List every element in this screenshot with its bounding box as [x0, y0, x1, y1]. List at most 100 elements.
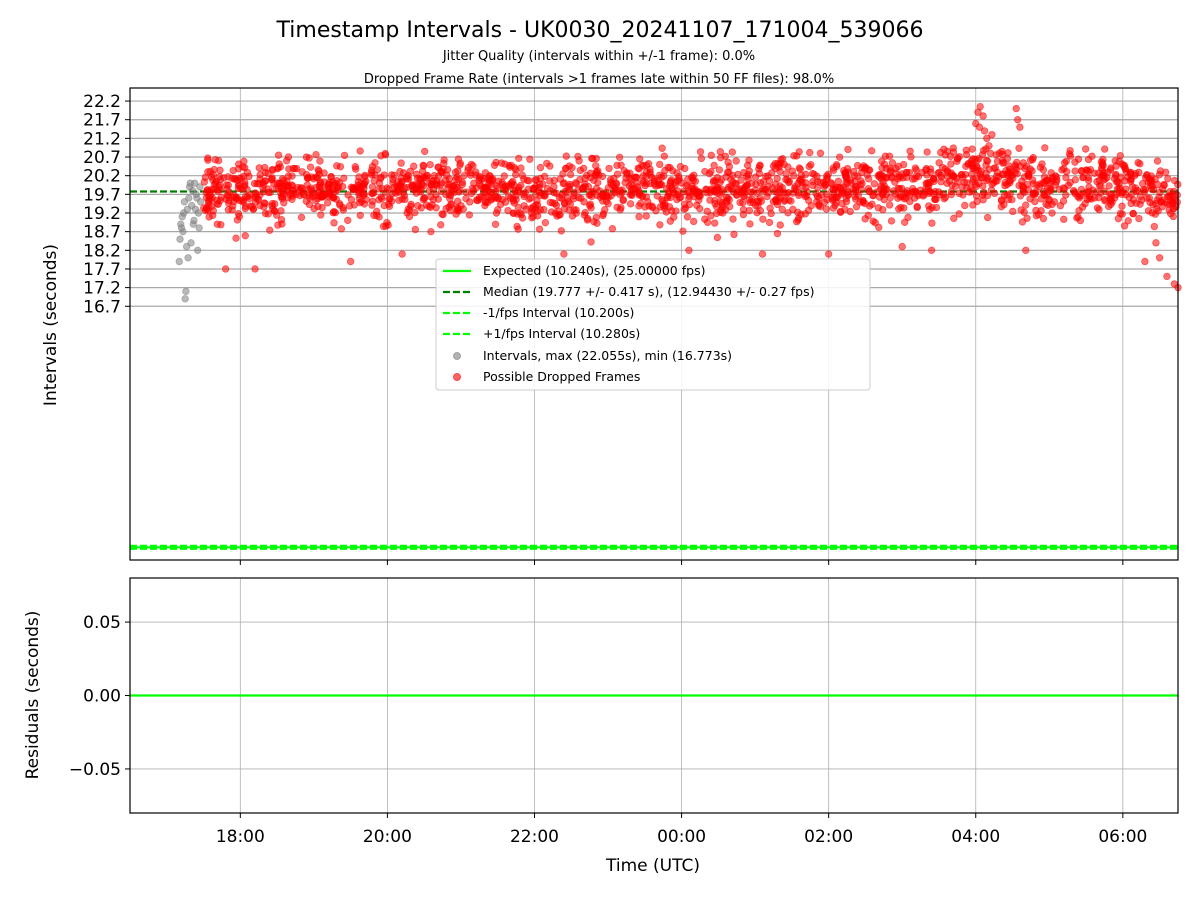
dropped-frame-point — [581, 174, 589, 183]
dropped-frame-point — [813, 192, 822, 201]
dropped-frame-point — [953, 157, 961, 165]
dropped-frame-point — [993, 177, 1001, 185]
dropped-frame-point — [988, 130, 996, 139]
dropped-frame-point — [1107, 164, 1115, 172]
dropped-frame-point — [1071, 158, 1079, 166]
dropped-frame-point — [223, 191, 232, 199]
dropped-frame-point — [1101, 145, 1109, 153]
x-tick-label: 02:00 — [804, 827, 853, 847]
dropped-frame-point — [1063, 167, 1071, 176]
dropped-frame-point — [368, 183, 377, 191]
dropped-frame-point — [604, 200, 612, 208]
dropped-frame-point — [485, 172, 494, 180]
interval-point — [181, 295, 189, 303]
dropped-frame-point — [1112, 170, 1120, 178]
dropped-frame-point — [443, 165, 452, 174]
dropped-frame-point — [852, 203, 861, 211]
dropped-frame-point — [305, 191, 314, 200]
dropped-frame-point — [490, 161, 499, 169]
dropped-frame-point — [1059, 197, 1068, 205]
dropped-frame-point — [401, 195, 409, 204]
dropped-frame-point — [724, 158, 732, 166]
dropped-frame-point — [969, 201, 977, 209]
dropped-frame-point — [790, 152, 798, 160]
legend-entry-minus-fps: -1/fps Interval (10.200s) — [443, 305, 634, 320]
dropped-frame-point — [395, 196, 403, 204]
legend-label-dropped: Possible Dropped Frames — [483, 369, 640, 384]
dropped-frame-point — [360, 179, 369, 187]
dropped-frame-point — [886, 168, 894, 176]
dropped-frame-point — [859, 196, 867, 205]
dropped-frame-point — [465, 211, 474, 219]
legend-label-expected: Expected (10.240s), (25.00000 fps) — [483, 263, 705, 278]
dropped-frame-point — [894, 194, 902, 202]
dropped-frame-point — [739, 210, 748, 219]
dropped-frame-point — [930, 175, 938, 183]
dropped-frame-point — [736, 198, 744, 207]
dropped-frame-point — [1031, 189, 1039, 197]
dropped-frame-point — [406, 167, 415, 175]
dropped-frame-point — [1142, 171, 1151, 180]
dropped-frame-point — [454, 188, 463, 196]
dropped-frame-point — [378, 194, 386, 203]
dropped-frame-point — [780, 188, 789, 197]
interval-point — [187, 239, 195, 247]
dropped-frame-point — [679, 227, 687, 235]
dropped-frame-point — [1026, 195, 1034, 203]
dropped-frame-point — [1082, 188, 1090, 196]
dropped-frame-point — [653, 192, 661, 200]
dropped-frame-point — [475, 193, 484, 202]
dropped-frame-point — [425, 186, 434, 195]
dropped-frame-point — [204, 156, 212, 164]
dropped-frame-point — [270, 207, 279, 215]
dropped-frame-point — [727, 175, 735, 184]
dropped-frame-point — [1029, 176, 1037, 184]
dropped-frame-point — [1167, 191, 1176, 199]
dropped-frame-point — [491, 220, 500, 228]
dropped-frame-point — [822, 205, 831, 213]
dropped-frame-point — [550, 183, 558, 191]
dropped-frame-point — [1084, 155, 1093, 164]
dropped-frame-point — [284, 172, 293, 180]
legend-entry-dropped: Possible Dropped Frames — [453, 369, 640, 384]
dropped-frame-point — [822, 175, 831, 184]
dropped-frame-point — [484, 198, 492, 206]
dropped-frame-point — [1039, 166, 1048, 174]
dropped-frame-point — [1117, 190, 1126, 198]
dropped-frame-point — [419, 182, 428, 190]
dropped-frame-point — [773, 200, 782, 209]
dropped-frame-point — [346, 257, 355, 266]
dropped-frame-point — [745, 206, 754, 215]
dropped-frame-point — [638, 193, 647, 201]
dropped-frame-point — [392, 189, 400, 197]
dropped-frame-point — [526, 194, 535, 202]
dropped-frame-point — [961, 170, 970, 179]
dropped-frame-point — [1116, 209, 1125, 218]
dropped-frame-point — [1003, 154, 1012, 163]
dropped-frame-point — [427, 192, 435, 201]
dropped-frame-point — [488, 180, 496, 189]
dropped-frame-point — [746, 198, 754, 207]
dropped-frame-point — [654, 181, 663, 190]
dropped-frame-point — [670, 213, 678, 221]
dropped-frame-point — [1071, 167, 1079, 175]
dropped-frame-point — [829, 166, 838, 174]
dropped-frame-point — [200, 178, 209, 186]
dropped-frame-point — [771, 180, 780, 189]
dropped-frame-point — [233, 216, 242, 224]
dropped-frame-point — [962, 146, 970, 154]
dropped-frame-point — [384, 221, 392, 229]
dropped-frame-point — [397, 174, 405, 182]
dropped-frame-point — [580, 198, 588, 206]
dropped-frame-point — [707, 212, 715, 220]
dropped-frame-point — [1155, 170, 1164, 179]
dropped-frame-point — [333, 162, 341, 170]
dropped-frame-point — [1060, 159, 1069, 167]
dropped-frame-point — [208, 185, 216, 194]
dropped-frame-point — [608, 225, 617, 233]
dropped-frame-point — [1065, 150, 1074, 158]
dropped-frame-point — [264, 210, 272, 218]
dropped-frame-point — [1158, 185, 1167, 193]
dropped-frame-point — [1122, 185, 1130, 193]
dropped-frame-point — [546, 162, 554, 170]
